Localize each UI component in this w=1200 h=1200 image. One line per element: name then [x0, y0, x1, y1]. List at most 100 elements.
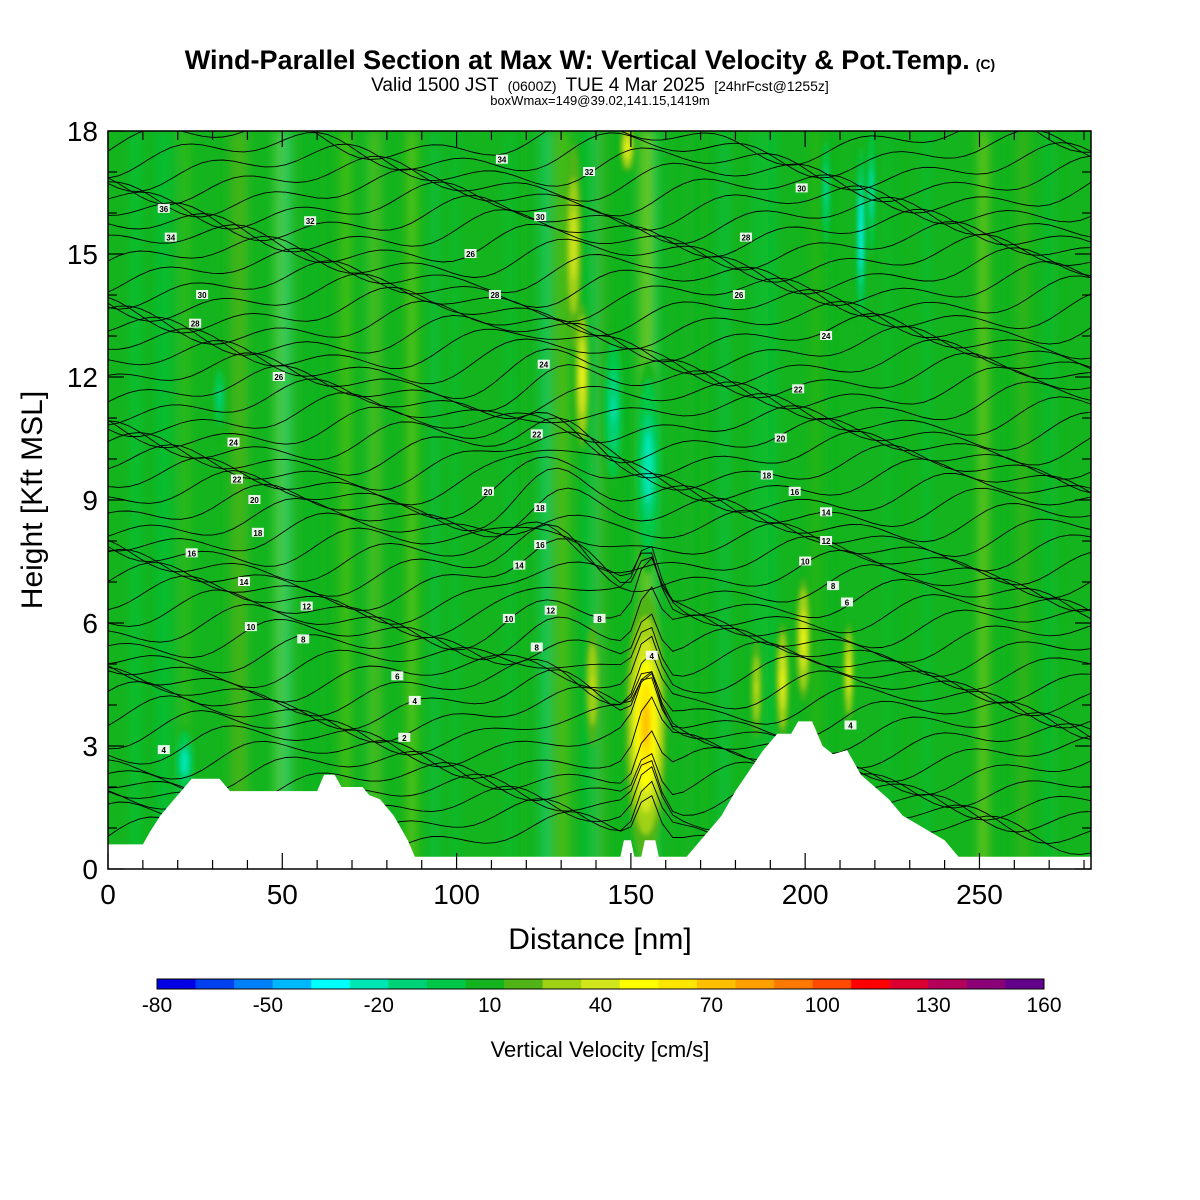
isentrope-label: 12	[544, 605, 557, 616]
velocity-streak	[1051, 131, 1055, 869]
isentrope-line	[108, 635, 1091, 704]
colorbar-swatch	[542, 979, 582, 989]
svg-text:20: 20	[776, 435, 785, 444]
isentrope-label: 6	[840, 597, 853, 608]
svg-text:34: 34	[166, 234, 175, 243]
velocity-streak	[687, 131, 693, 869]
velocity-streak	[319, 131, 328, 869]
y-tick-label: 6	[82, 608, 98, 639]
y-tick-labels: 0 3 6 9 12 15 18	[67, 116, 98, 885]
colorbar-label: 100	[805, 994, 840, 1017]
svg-text:20: 20	[484, 488, 493, 497]
colorbar-label: 10	[478, 994, 501, 1017]
colorbar-swatch	[465, 979, 505, 989]
isentrope-label: 2	[398, 732, 411, 743]
velocity-streak	[755, 131, 764, 869]
isentrope-line	[108, 524, 1091, 599]
isentrope-line	[108, 286, 1091, 337]
isentrope-label: 16	[788, 486, 801, 497]
isentrope-line	[108, 300, 1091, 350]
isentrope-label: 30	[795, 183, 808, 193]
svg-text:16: 16	[187, 549, 196, 558]
velocity-streak	[239, 131, 247, 869]
velocity-streak	[1053, 131, 1059, 869]
velocity-streak	[373, 131, 383, 869]
isentrope-label: 10	[502, 613, 515, 624]
isentrope-label: 20	[774, 433, 787, 444]
velocity-streak	[768, 131, 776, 869]
velocity-streak	[233, 131, 243, 869]
velocity-streak	[132, 131, 140, 869]
velocity-streak	[683, 131, 688, 869]
isentrope-label: 28	[488, 290, 501, 300]
isentrope-line	[108, 672, 1091, 769]
updraft-cell	[580, 364, 584, 390]
isentrope-line	[108, 208, 1091, 258]
isentrope-line	[108, 313, 1091, 363]
isentrope-line	[108, 412, 1091, 466]
velocity-streak	[520, 131, 528, 869]
svg-text:8: 8	[301, 635, 306, 644]
velocity-streak	[1012, 131, 1022, 869]
colorbar-labels: -80 -50 -20 10 40 70 100 130 160	[142, 994, 1062, 1017]
velocity-streak	[275, 131, 282, 869]
velocity-streak	[453, 131, 458, 869]
updraft-cell	[626, 143, 629, 152]
velocity-streak	[601, 131, 611, 869]
x-tick-label: 100	[433, 879, 480, 910]
isentrope-label: 8	[530, 642, 543, 653]
colorbar-label: 130	[916, 994, 951, 1017]
isentrope-line	[108, 552, 1091, 625]
isentrope-line	[108, 417, 1091, 480]
velocity-streak	[986, 131, 991, 869]
velocity-streak	[597, 131, 606, 869]
isentrope-label: 22	[530, 429, 543, 439]
isentrope-label: 24	[227, 437, 240, 448]
isentrope-label: 18	[760, 470, 773, 480]
isentrope-label: 4	[645, 650, 658, 661]
downdraft-cell	[870, 180, 873, 205]
isentrope-line	[108, 348, 1091, 399]
colorbar-label: 70	[700, 994, 723, 1017]
isentrope-label: 18	[251, 527, 264, 538]
isentrope-label: 22	[230, 474, 243, 485]
svg-text:20: 20	[250, 496, 259, 505]
velocity-streak	[540, 131, 551, 869]
chart-title: Wind-Parallel Section at Max W: Vertical…	[185, 45, 995, 75]
downdraft-cell	[218, 390, 221, 405]
svg-text:8: 8	[597, 615, 602, 624]
isentrope-line	[108, 651, 1091, 717]
svg-text:6: 6	[395, 672, 400, 681]
colorbar-label: 160	[1026, 994, 1061, 1017]
chart-subtitle: Valid 1500 JST (0600Z) TUE 4 Mar 2025 [2…	[371, 75, 829, 96]
colorbar-swatch	[234, 979, 274, 989]
isentrope-line	[108, 195, 1091, 245]
colorbar-swatch	[349, 979, 389, 989]
velocity-streak	[1046, 131, 1053, 869]
isentrope-line	[108, 521, 1091, 586]
velocity-streak	[273, 131, 278, 869]
svg-text:28: 28	[741, 234, 750, 243]
svg-text:18: 18	[762, 471, 771, 480]
isentrope-line	[108, 181, 1091, 231]
y-tick-label: 15	[67, 239, 98, 270]
isentrope-line	[108, 155, 1091, 205]
colorbar-swatch	[157, 979, 197, 989]
axis-ticks	[107, 130, 1091, 870]
isentrope-label: 20	[481, 486, 494, 497]
isentrope-label: 30	[534, 212, 547, 222]
isentrope-label: 28	[739, 232, 752, 243]
velocity-streak	[379, 131, 384, 869]
downdraft-cell	[825, 182, 827, 203]
velocity-streak	[758, 131, 768, 869]
svg-text:4: 4	[162, 746, 167, 755]
colorbar-swatch	[311, 979, 351, 989]
velocity-streak	[749, 131, 758, 869]
x-tick-label: 250	[956, 879, 1003, 910]
y-tick-label: 9	[82, 485, 98, 516]
colorbar-label: -20	[364, 994, 394, 1017]
colorbar-swatch	[928, 979, 968, 989]
svg-text:2: 2	[402, 734, 407, 743]
svg-text:28: 28	[490, 291, 499, 300]
x-tick-label: 150	[608, 879, 655, 910]
